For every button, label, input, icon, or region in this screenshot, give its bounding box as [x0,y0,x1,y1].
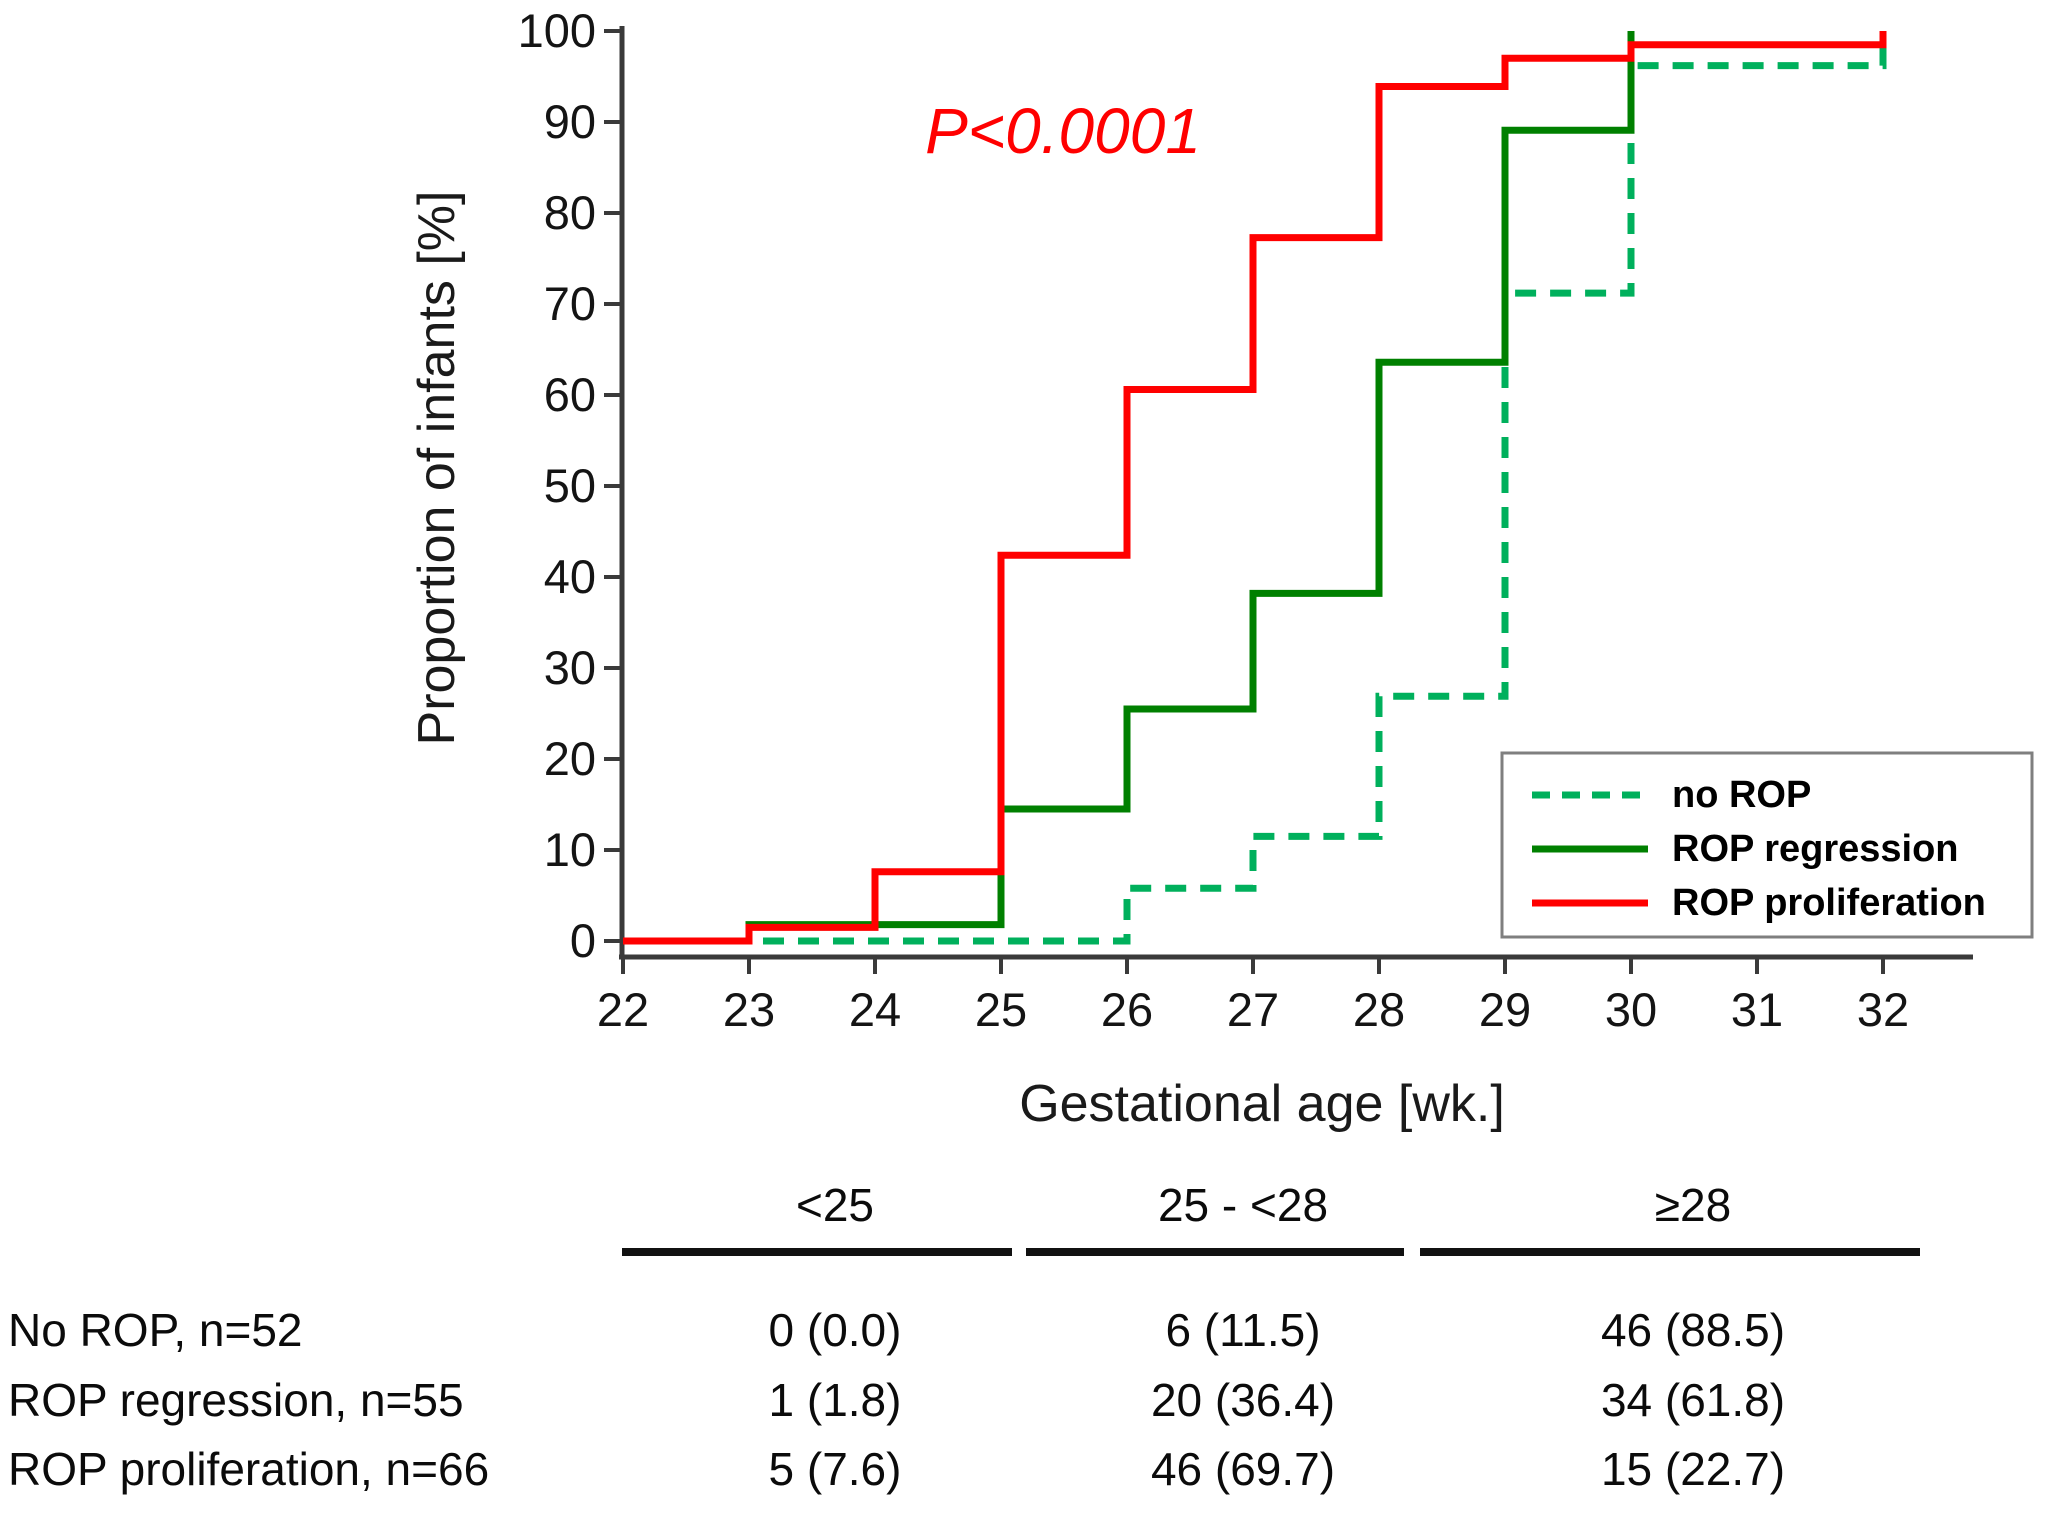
legend [1500,751,2034,939]
table-col-underline [1420,1248,1920,1256]
x-tick-label: 30 [1604,983,1658,1036]
table-col-header: <25 [795,1179,875,1231]
table-cell: 1 (1.8) [768,1374,902,1426]
table-col-underline [622,1248,1012,1256]
axes [604,26,1973,974]
x-tick-label: 32 [1856,983,1910,1036]
legend-label-rop-regression: ROP regression [1672,828,1959,870]
table-col-header: ≥28 [1654,1179,1732,1231]
table-cell: 6 (11.5) [1165,1304,1321,1356]
y-tick-label: 70 [543,277,596,330]
table-col-underline [1026,1248,1404,1256]
y-tick-label: 50 [543,459,596,512]
table-cell: 34 (61.8) [1600,1374,1786,1426]
table-row-label: ROP proliferation, n=66 [8,1443,490,1495]
table-row-label: ROP regression, n=55 [8,1374,464,1426]
y-tick-label: 80 [543,186,596,239]
y-tick-label: 0 [569,914,596,967]
table-cell: 46 (88.5) [1600,1304,1786,1356]
x-tick-label: 25 [974,983,1028,1036]
x-tick-label: 27 [1226,983,1280,1036]
table-cell: 20 (36.4) [1150,1374,1336,1426]
table-col-header: 25 - <28 [1157,1179,1329,1231]
table-cell: 46 (69.7) [1150,1443,1336,1495]
y-tick-label: 10 [543,823,596,876]
x-tick-label: 22 [596,983,650,1036]
x-tick-label: 29 [1478,983,1532,1036]
y-tick-label: 90 [543,95,596,148]
axis-ticks [604,29,1885,974]
legend-label-no-rop: no ROP [1672,774,1812,816]
legend-label-rop-proliferation: ROP proliferation [1672,882,1986,924]
series-rop-proliferation-line [623,31,1887,945]
table-cell: 5 (7.6) [768,1443,902,1495]
x-tick-label: 28 [1352,983,1406,1036]
series-no-rop-line [623,31,1887,945]
y-tick-label: 40 [543,550,596,603]
p-value-annotation: P<0.0001 [925,95,1201,167]
y-tick-label: 60 [543,368,596,421]
table-cell: 15 (22.7) [1600,1443,1786,1495]
x-tick-label: 24 [848,983,902,1036]
x-tick-label: 31 [1730,983,1784,1036]
x-axis-title: Gestational age [wk.] [1019,1075,1505,1133]
x-tick-label: 23 [722,983,776,1036]
y-tick-label: 20 [543,732,596,785]
y-tick-label: 30 [543,641,596,694]
table-row-label: No ROP, n=52 [8,1304,303,1356]
x-tick-label: 26 [1100,983,1154,1036]
table-cell: 0 (0.0) [768,1304,902,1356]
y-tick-label: 100 [517,4,596,57]
